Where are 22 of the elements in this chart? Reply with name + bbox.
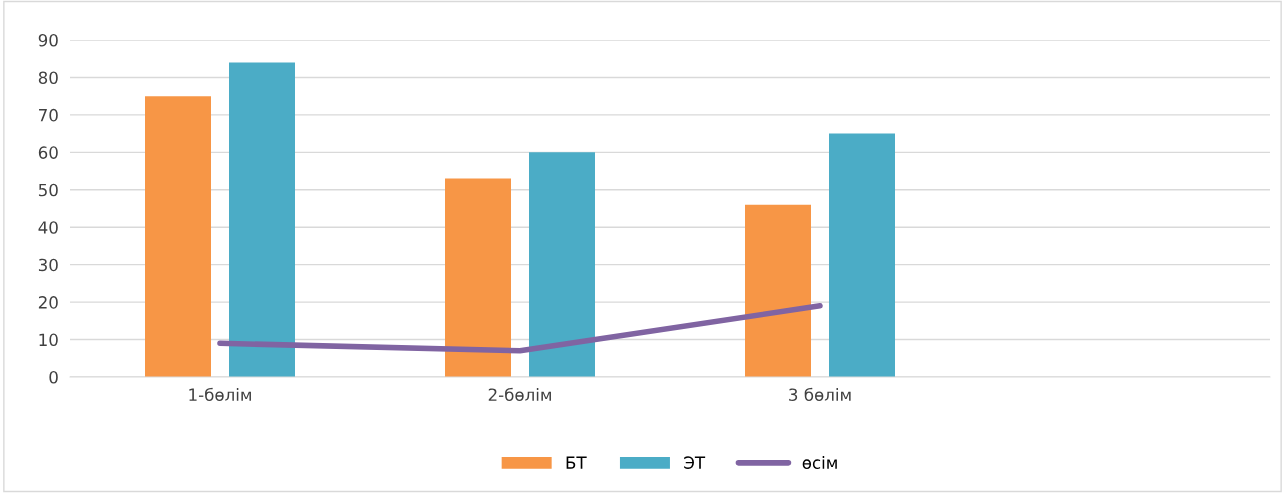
bar [829, 133, 895, 377]
y-tick-label: 80 [38, 71, 58, 85]
y-tick-label: 0 [49, 370, 58, 384]
bar [145, 96, 211, 377]
y-tick-label: 50 [38, 183, 58, 197]
legend-label: өсім [802, 456, 837, 469]
x-tick-label: 1-бөлім [189, 387, 251, 402]
y-tick-label: 30 [38, 258, 58, 272]
x-tick-label: 2-бөлім [488, 387, 551, 402]
legend-label: ЭТ [684, 456, 706, 469]
bar [445, 178, 511, 377]
bar [529, 152, 595, 377]
y-tick-label: 60 [38, 146, 58, 159]
y-tick-label: 70 [39, 108, 58, 122]
y-tick-label: 40 [38, 221, 58, 234]
legend-label: БТ [566, 456, 587, 469]
y-tick-label: 20 [38, 296, 58, 309]
bar [229, 62, 295, 377]
x-tick-label: 3 бөлім [789, 387, 851, 402]
y-tick-label: 90 [38, 33, 58, 47]
bar [745, 204, 811, 377]
y-tick-label: 10 [39, 333, 58, 347]
